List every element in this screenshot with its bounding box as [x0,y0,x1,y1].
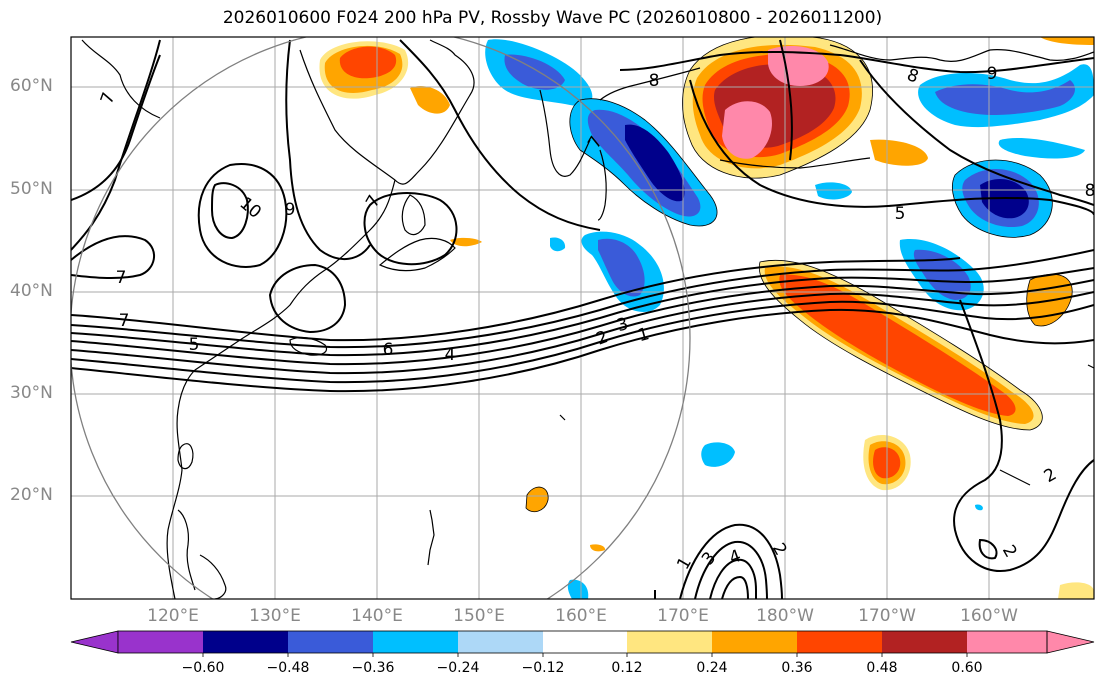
colorbar-segment [627,631,712,653]
lon-label-170w: 170°W [858,606,916,626]
pv-contours [71,39,1094,599]
lon-label-160e: 160°E [555,606,607,626]
colorbar-segment [543,631,627,653]
colorbar-tick-label: 0.48 [866,660,898,676]
colorbar-extend-high [1046,630,1095,654]
contour-label: 3 [615,314,631,336]
colorbar-tick-label: 0.36 [781,660,813,676]
figure-title: 2026010600 F024 200 hPa PV, Rossby Wave … [222,8,883,28]
colorbar-tick-label: −0.60 [181,660,225,676]
contour-label: 1 [636,324,652,346]
lon-label-180w: 180°W [756,606,814,626]
lon-label-140e: 140°E [351,606,403,626]
coastlines [81,39,1094,599]
colorbar-segment [882,631,967,653]
graticule [71,37,1094,599]
colorbar-segment [458,631,543,653]
colorbar-tick-label: 0.60 [951,660,983,676]
colorbar-tick-label: −0.36 [351,660,395,676]
map-frame [70,36,1095,600]
lon-label-160w: 160°W [960,606,1018,626]
lon-label-170e: 170°E [657,606,709,626]
colorbar-tick-label: −0.24 [436,660,480,676]
lat-label-60n: 60°N [10,76,53,96]
lon-label-130e: 130°E [249,606,301,626]
colorbar-extend-low [70,630,119,654]
lat-label-20n: 20°N [10,485,53,505]
colorbar-tick-label: 0.24 [696,660,728,676]
colorbar-tick-label: −0.48 [266,660,310,676]
lon-label-150e: 150°E [453,606,505,626]
lat-label-30n: 30°N [10,383,53,403]
lat-label-50n: 50°N [10,179,53,199]
contour-label: 8 [649,71,660,91]
colorbar-segment [203,631,288,653]
colorbar-tick-label: −0.12 [521,660,565,676]
contour-label: 4 [445,345,456,365]
colorbar-tick-label: 0.12 [611,660,643,676]
contour-label: 9 [285,200,296,220]
colorbar-segment [967,631,1047,653]
colorbar-segment [288,631,373,653]
contour-label: 7 [116,268,127,288]
colorbar-segment [797,631,882,653]
contour-label: 6 [383,340,394,360]
anomaly-outlines [525,37,1073,513]
contour-label: 7 [119,311,130,331]
colorbar-frame [117,630,1048,654]
contour-label: 5 [189,335,200,355]
lat-label-40n: 40°N [10,281,53,301]
contour-label: 5 [895,204,906,224]
great-circle-radius [71,37,691,599]
colorbar-segment [118,631,203,653]
contour-label: 9 [987,64,998,84]
colorbar-segment [712,631,797,653]
colorbar [70,630,1095,657]
colorbar-segment [373,631,458,653]
contour-label: 8 [1085,181,1096,201]
lon-label-120e: 120°E [147,606,199,626]
